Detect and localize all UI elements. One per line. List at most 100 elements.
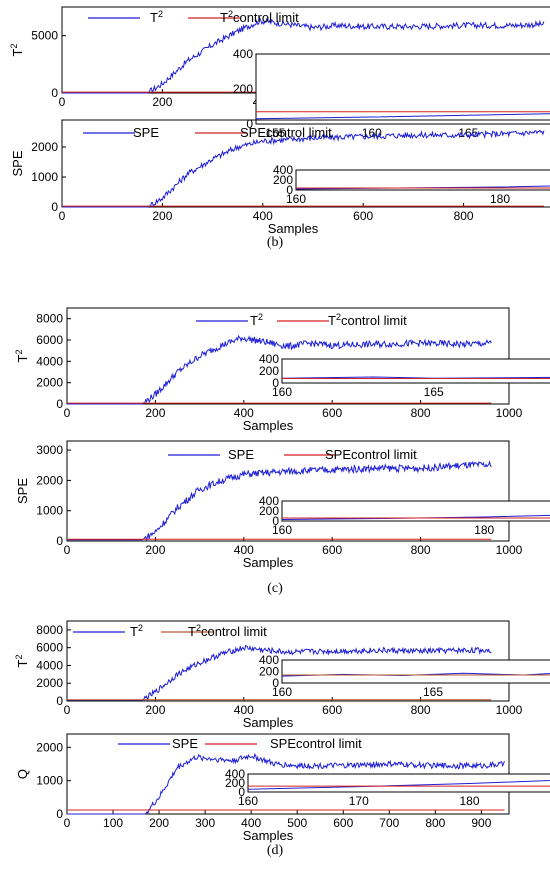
inset-y-tick-label: 400 — [225, 767, 245, 781]
inset-y-tick-label: 0 — [238, 785, 245, 799]
y-tick-label: 2000 — [36, 376, 63, 390]
inset-frame — [281, 500, 550, 522]
inset-y-tick-label: 200 — [259, 504, 279, 518]
legend-entry-1: SPEcontrol limit — [240, 125, 332, 140]
inset-x-tick-label: 180 — [459, 794, 479, 808]
inset-frame — [247, 773, 550, 793]
legend-entry-0: SPE — [172, 736, 198, 751]
chart-panel-d2: 0 100 200 300 400 500 600 700 800 900010002000Sam… — [15, 733, 550, 843]
x-tick-label: 200 — [152, 95, 172, 109]
x-tick-label: 200 — [145, 703, 165, 717]
series-line-0 — [67, 460, 492, 543]
x-tick-label: 800 — [411, 543, 431, 557]
plot-frame — [66, 307, 510, 405]
plot-frame — [61, 119, 550, 208]
inset-panel: 1601701801902000200400 — [225, 767, 550, 808]
chart-panel-c2: 0 200 400 600 800 10000100020003000SamplesSPE… — [15, 440, 550, 570]
x-tick-label: 400 — [234, 543, 254, 557]
x-tick-label: 200 — [145, 543, 165, 557]
inset-x-tick-label: 165 — [423, 685, 443, 699]
y-tick-label: 2000 — [36, 473, 63, 487]
y-axis-label: T2 — [9, 44, 25, 57]
legend-entry-1: SPEcontrol limit — [325, 447, 417, 462]
y-tick-label: 2000 — [36, 676, 63, 690]
inset-y-tick-label: 400 — [273, 163, 293, 177]
legend-entry-1: T2control limit — [220, 9, 299, 25]
inset-panel: 1551601651701750200400 — [233, 47, 550, 140]
y-tick-label: 0 — [51, 200, 58, 214]
inset-frame — [295, 169, 550, 191]
x-tick-label: 400 — [241, 816, 261, 830]
inset-y-tick-label: 400 — [259, 653, 279, 667]
inset-x-tick-label: 160 — [272, 523, 292, 537]
legend-entry-1: T2control limit — [188, 623, 267, 639]
y-axis-label: T2 — [14, 350, 30, 363]
y-tick-label: 0 — [56, 694, 63, 708]
x-tick-label: 400 — [253, 209, 273, 223]
x-tick-label: 800 — [425, 816, 445, 830]
inset-series-0 — [247, 780, 550, 790]
x-axis-label: Samples — [243, 418, 294, 433]
y-tick-label: 1000 — [36, 504, 63, 518]
chart-panel-d1: 0 200 400 600 800 100002000400060008000Sample… — [14, 620, 550, 730]
y-tick-label: 6000 — [36, 333, 63, 347]
y-axis-label: SPE — [10, 150, 25, 176]
y-tick-label: 4000 — [36, 354, 63, 368]
y-tick-label: 0 — [51, 86, 58, 100]
x-axis-label: Samples — [243, 715, 294, 730]
y-tick-label: 1000 — [36, 774, 63, 788]
y-tick-label: 2000 — [36, 740, 63, 754]
inset-y-tick-label: 200 — [225, 776, 245, 790]
y-tick-label: 0 — [56, 534, 63, 548]
x-tick-label: 100 — [103, 816, 123, 830]
x-axis-label: Samples — [243, 828, 294, 843]
panel-caption: (c) — [267, 581, 283, 596]
y-tick-label: 6000 — [36, 641, 63, 655]
inset-frame — [255, 53, 550, 125]
inset-y-tick-label: 200 — [273, 173, 293, 187]
inset-panel: 1601802000200400 — [259, 494, 550, 537]
y-tick-label: 0 — [56, 397, 63, 411]
inset-y-tick-label: 400 — [259, 352, 279, 366]
x-tick-label: 0 — [64, 406, 71, 420]
inset-frame — [281, 358, 550, 384]
x-tick-label: 500 — [287, 816, 307, 830]
x-tick-label: 700 — [379, 816, 399, 830]
panel-caption: (b) — [267, 235, 284, 250]
x-tick-label: 400 — [234, 406, 254, 420]
x-tick-label: 800 — [411, 703, 431, 717]
y-tick-label: 8000 — [36, 623, 63, 637]
x-tick-label: 900 — [471, 816, 491, 830]
inset-x-tick-label: 160 — [272, 685, 292, 699]
y-axis-label: SPE — [15, 478, 30, 504]
x-axis-label: Samples — [268, 221, 319, 236]
legend-entry-0: SPE — [228, 447, 254, 462]
inset-y-tick-label: 400 — [233, 47, 253, 61]
y-tick-label: 5000 — [31, 29, 58, 43]
x-tick-label: 200 — [149, 816, 169, 830]
x-tick-label: 400 — [234, 703, 254, 717]
inset-x-tick-label: 160 — [238, 794, 258, 808]
x-tick-label: 1000 — [496, 406, 523, 420]
legend-entry-0: T2 — [250, 312, 263, 328]
chart-panel-b2: 02004006008001000010002000SamplesSPESPES… — [10, 119, 550, 236]
legend-entry-0: SPE — [133, 125, 159, 140]
series-line-0 — [62, 129, 545, 209]
inset-x-tick-label: 170 — [349, 794, 369, 808]
inset-x-tick-label: 165 — [458, 126, 478, 140]
x-tick-label: 600 — [353, 209, 373, 223]
x-tick-label: 0 — [59, 95, 66, 109]
chart-panel-c1: 0 200 400 600 800 100002000400060008000Sample… — [14, 307, 550, 433]
inset-y-tick-label: 200 — [233, 82, 253, 96]
inset-x-tick-label: 160 — [286, 192, 306, 206]
y-axis-label: Q — [15, 769, 30, 779]
inset-y-tick-label: 0 — [286, 183, 293, 197]
x-tick-label: 800 — [454, 209, 474, 223]
legend-entry-1: SPEcontrol limit — [270, 736, 362, 751]
x-axis-label: Samples — [243, 555, 294, 570]
plot-frame — [66, 440, 510, 542]
x-tick-label: 300 — [195, 816, 215, 830]
y-axis-label: T2 — [14, 655, 30, 668]
x-tick-label: 200 — [152, 209, 172, 223]
